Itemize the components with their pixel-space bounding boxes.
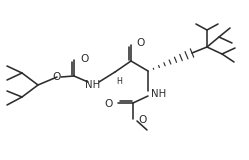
Text: O: O: [138, 115, 146, 125]
Text: O: O: [53, 72, 61, 82]
Text: O: O: [80, 54, 88, 64]
Text: O: O: [136, 38, 144, 48]
Text: H: H: [116, 76, 122, 85]
Text: NH: NH: [85, 80, 101, 90]
Text: O: O: [105, 99, 113, 109]
Text: NH: NH: [151, 89, 166, 99]
